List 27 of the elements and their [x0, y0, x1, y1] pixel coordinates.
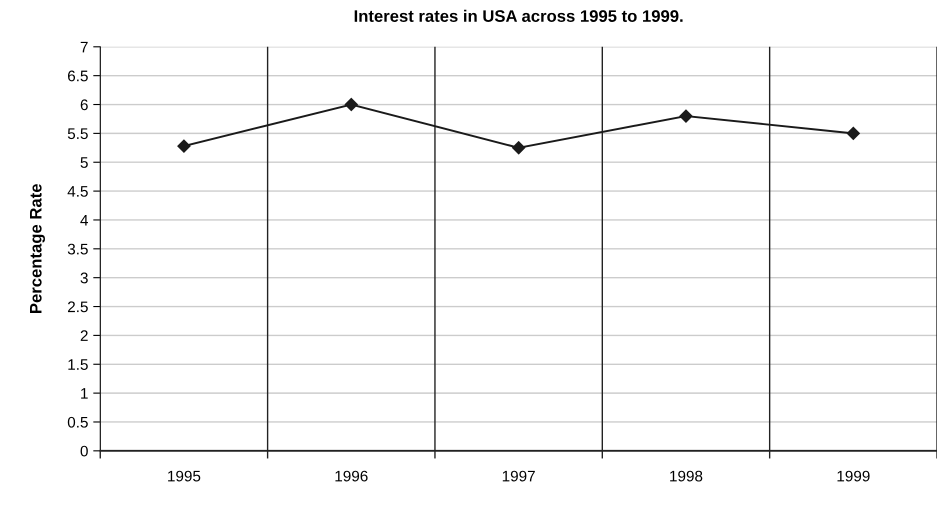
y-tick-label: 1.5 [68, 359, 88, 370]
y-tick-label: 6 [80, 99, 88, 110]
y-tick-label: 3 [80, 272, 88, 284]
chart-title: Interest rates in USA across 1995 to 1999. [354, 10, 683, 22]
x-tick-label: 1997 [502, 470, 535, 482]
y-tick-label: 3.5 [68, 244, 88, 255]
point [177, 139, 191, 153]
y-tick-label: 2.5 [68, 301, 88, 312]
y-tick-label: 0 [80, 446, 88, 457]
y-tick-label: 1 [81, 388, 88, 399]
y-tick-label: 6.5 [68, 70, 88, 82]
x-tick-label: 1996 [335, 470, 368, 482]
y-tick-label: 5.5 [68, 128, 88, 140]
y-tick-label: 2 [80, 330, 88, 341]
x-tick-label: 1995 [168, 470, 200, 482]
y-tick-label: 5 [80, 157, 88, 168]
x-tick-label: 1998 [670, 470, 702, 482]
y-tick-label: 0.5 [68, 416, 88, 428]
point [679, 109, 693, 123]
y-tick-label: 4.5 [68, 186, 88, 197]
point [512, 141, 526, 154]
x-tick-label: 1999 [838, 470, 870, 482]
point [344, 98, 358, 112]
y-tick-label: 4 [80, 214, 88, 226]
point [846, 126, 860, 140]
y-axis-title: Percentage Rate [30, 184, 45, 314]
y-tick-label: 7 [80, 42, 88, 52]
